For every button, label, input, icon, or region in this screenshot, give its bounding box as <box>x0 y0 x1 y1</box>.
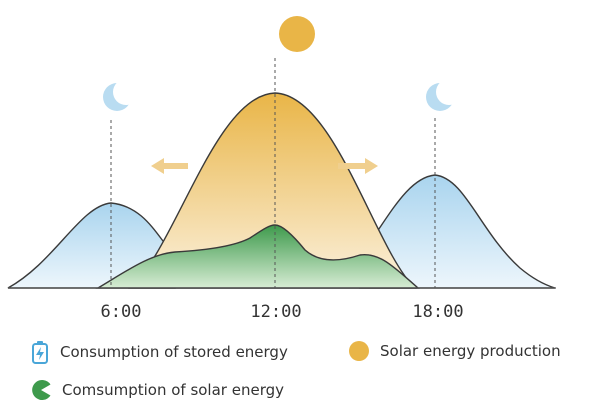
sun-icon <box>279 16 315 52</box>
sun-icon <box>348 340 370 362</box>
solar-consumption-curve <box>95 224 420 289</box>
legend-stored-energy: Consumption of stored energy <box>30 340 288 364</box>
legend-solar-production-label: Solar energy production <box>380 342 561 360</box>
time-label-12: 12:00 <box>250 302 302 322</box>
legend-solar-consumption-label: Comsumption of solar energy <box>62 381 284 399</box>
solar-production-curve <box>128 92 417 289</box>
time-label-6: 6:00 <box>100 302 142 322</box>
pacman-icon <box>30 379 52 401</box>
moon-icon <box>103 79 139 111</box>
stored-energy-curve-evening <box>359 174 556 289</box>
legend-stored-energy-label: Consumption of stored energy <box>60 343 288 361</box>
arrow-left-icon <box>151 158 188 174</box>
legend-solar-consumption: Comsumption of solar energy <box>30 379 284 401</box>
moon-icon <box>426 79 462 111</box>
arrow-right-icon <box>338 158 378 174</box>
time-label-18: 18:00 <box>412 302 464 322</box>
battery-icon <box>30 340 50 364</box>
legend-solar-production: Solar energy production <box>348 340 561 362</box>
